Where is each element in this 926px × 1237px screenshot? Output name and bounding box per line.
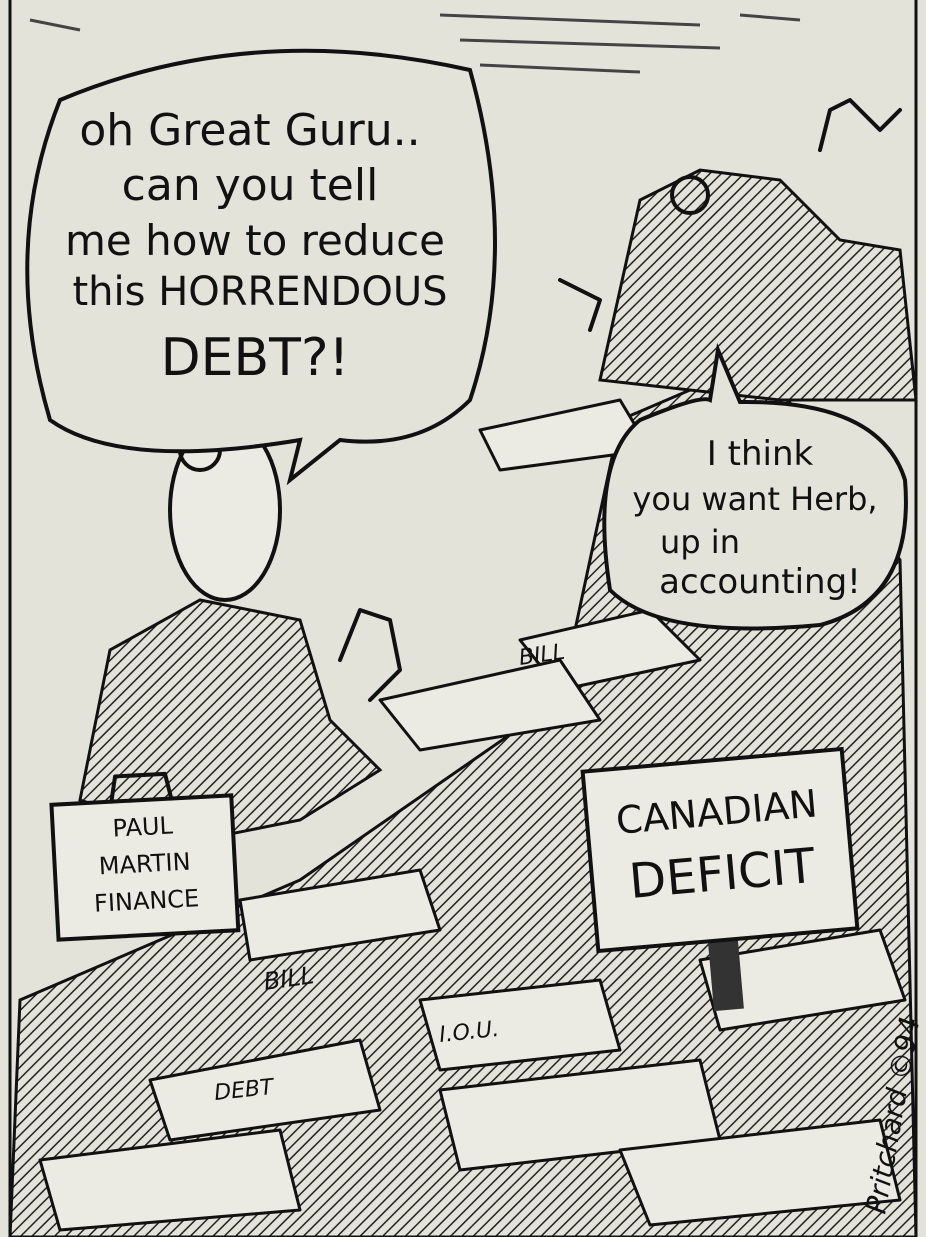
speech-text: up in [660,523,740,561]
speech-text: this HORRENDOUS [73,269,448,315]
briefcase-text: PAUL [112,811,174,842]
speech-text: can you tell [122,160,379,211]
speech-text: accounting! [659,562,861,602]
cartoon: PAUL MARTIN FINANCE CANADIAN DEFICIT BIL… [0,0,926,1237]
speech-text: oh Great Guru.. [79,105,420,156]
speech-text: DEBT?! [161,328,350,388]
page: PAUL MARTIN FINANCE CANADIAN DEFICIT BIL… [0,0,926,1237]
briefcase-text: MARTIN [98,848,191,881]
speech-text: me how to reduce [65,216,445,265]
speech-text: I think [707,434,814,474]
briefcase-text: FINANCE [93,884,199,917]
speech-text: you want Herb, [632,480,877,518]
speech-bubble: oh Great Guru.. can you tell me how to r… [27,51,495,480]
